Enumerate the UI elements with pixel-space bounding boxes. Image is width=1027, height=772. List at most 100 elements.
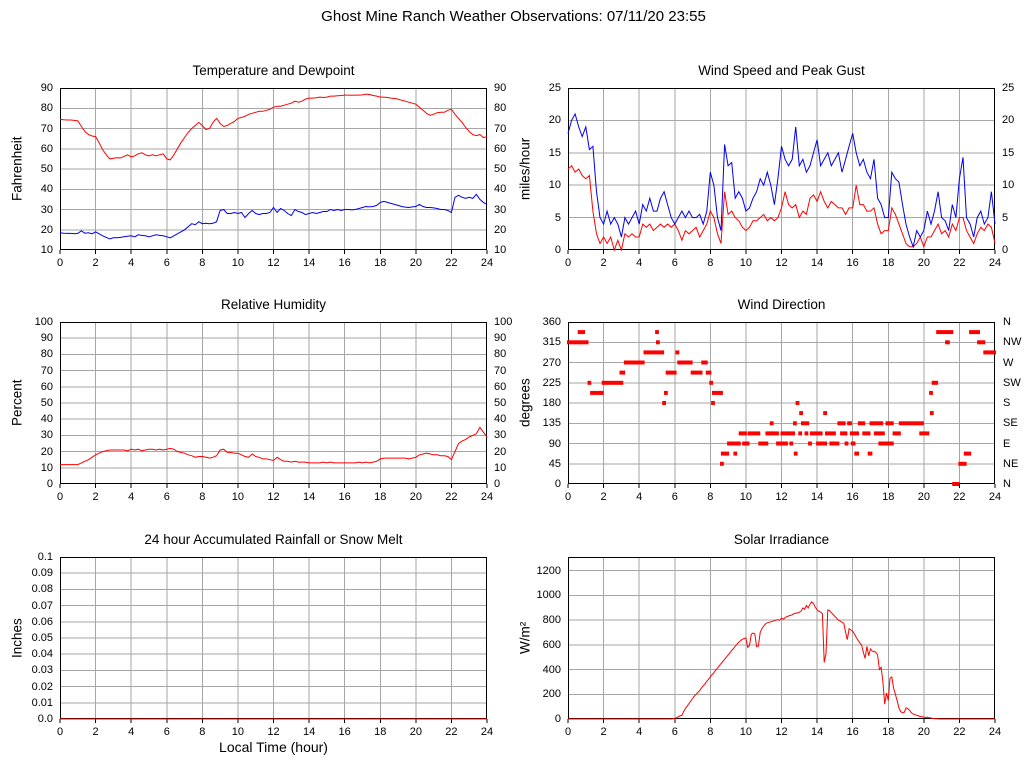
x-tick-label: 4 <box>636 491 643 503</box>
y-tick-label: 10 <box>548 179 561 192</box>
y-tick-label: 0 <box>554 478 561 490</box>
y-tick-label: 30 <box>40 203 53 216</box>
x-tick-label: 6 <box>163 257 170 269</box>
x-tick-label: 6 <box>671 491 678 503</box>
x-axis-label-local-time: Local Time (hour) <box>219 739 328 755</box>
y-tick-label-right: 20 <box>494 223 507 236</box>
x-tick-label: 20 <box>917 491 930 503</box>
x-tick-label: 16 <box>338 257 351 269</box>
y-tick-label: 400 <box>542 663 561 676</box>
x-tick-label: 20 <box>409 257 422 269</box>
y-tick-label-compass: SW <box>1003 376 1021 389</box>
y-tick-label: 800 <box>542 614 561 627</box>
y-tick-label-right: 15 <box>1002 146 1015 159</box>
x-tick-label: 8 <box>707 257 714 269</box>
x-tick-label: 22 <box>953 726 966 738</box>
y-tick-label: 0 <box>554 244 561 256</box>
y-tick-label: 90 <box>548 437 561 450</box>
chart-title-solar-irradiance: Solar Irradiance <box>733 532 830 547</box>
x-tick-label: 10 <box>739 257 753 269</box>
x-tick-label: 24 <box>988 491 1002 503</box>
y-tick-label: 0 <box>554 713 561 725</box>
y-tick-label: 10 <box>40 461 53 474</box>
x-tick-label: 24 <box>988 257 1002 269</box>
y-tick-label: 0.01 <box>31 696 53 709</box>
y-tick-label-compass: NE <box>1003 457 1019 470</box>
x-tick-label: 4 <box>636 257 643 269</box>
y-tick-label-compass: SE <box>1003 417 1018 430</box>
x-tick-label: 22 <box>953 491 966 503</box>
x-tick-label: 10 <box>231 491 245 503</box>
y-tick-label: 600 <box>542 638 561 651</box>
chart-solar-irradiance: Solar Irradiance W/m² 0 200 400 600 800 1000 1… <box>518 532 1002 738</box>
y-tick-label: 90 <box>40 332 53 345</box>
y-tick-label: 40 <box>40 413 53 426</box>
y-tick-label-right: 40 <box>494 183 507 196</box>
x-tick-label: 4 <box>128 257 135 269</box>
y-tick-label-right: 0 <box>494 478 501 490</box>
x-tick-label: 4 <box>128 491 135 503</box>
y-tick-label-right: 0 <box>1002 244 1009 256</box>
y-tick-label: 1000 <box>536 589 561 602</box>
solar-irradiance-plot <box>567 557 996 723</box>
x-tick-label: 18 <box>374 726 387 738</box>
y-tick-label: 60 <box>40 142 53 155</box>
x-tick-label: 20 <box>917 257 930 269</box>
x-tick-label: 14 <box>302 257 316 269</box>
y-tick-label: 50 <box>40 397 53 409</box>
y-tick-label: 10 <box>40 244 53 256</box>
page-title: Ghost Mine Ranch Weather Observations: 0… <box>321 8 706 25</box>
x-tick-label: 10 <box>231 257 245 269</box>
y-tick-label-right: 50 <box>494 163 507 175</box>
y-tick-label-right: 90 <box>494 82 507 94</box>
y-tick-label-right: 100 <box>494 316 513 328</box>
chart-wind-direction: Wind Direction degrees 0 N 45 NE 90 E 135 SE 180… <box>518 297 1022 503</box>
y-tick-label: 0.0 <box>37 713 53 725</box>
x-tick-label: 22 <box>445 726 458 738</box>
x-tick-label: 20 <box>917 726 930 738</box>
x-tick-label: 8 <box>199 726 206 738</box>
x-tick-label: 16 <box>338 491 351 503</box>
chart-title-relative-humidity: Relative Humidity <box>220 297 327 312</box>
y-axis-label-percent: Percent <box>9 379 25 427</box>
y-tick-label-right: 60 <box>494 142 507 155</box>
y-tick-label: 80 <box>40 102 53 115</box>
y-tick-label-right: 60 <box>494 380 507 393</box>
temperature-dewpoint-plot <box>59 88 488 254</box>
y-tick-label: 180 <box>542 397 561 409</box>
x-tick-label: 8 <box>199 257 206 269</box>
chart-title-wind-speed-gust: Wind Speed and Peak Gust <box>698 63 865 78</box>
x-tick-label: 0 <box>564 726 572 738</box>
y-tick-label-compass: NW <box>1003 336 1022 349</box>
y-tick-label-right: 50 <box>494 397 507 409</box>
x-tick-label: 6 <box>671 726 678 738</box>
y-tick-label-right: 20 <box>1002 114 1015 127</box>
y-tick-label: 135 <box>542 417 561 430</box>
y-tick-label: 20 <box>40 223 53 236</box>
relative-humidity-plot <box>59 322 488 488</box>
x-tick-label: 12 <box>267 257 280 269</box>
y-tick-label-compass: N <box>1003 478 1011 490</box>
x-tick-label: 4 <box>636 726 643 738</box>
x-tick-label: 22 <box>445 491 458 503</box>
y-tick-label: 20 <box>548 114 561 127</box>
y-tick-label: 40 <box>40 183 53 196</box>
x-tick-label: 14 <box>810 257 824 269</box>
y-tick-label: 70 <box>40 122 53 135</box>
y-tick-label-compass: S <box>1003 397 1011 409</box>
chart-relative-humidity: Relative Humidity Percent 0 0 10 10 20 20 30 30… <box>10 297 513 503</box>
y-tick-label: 0.09 <box>31 567 53 580</box>
x-tick-label: 2 <box>92 726 99 738</box>
x-tick-label: 2 <box>92 257 99 269</box>
x-tick-label: 6 <box>163 491 170 503</box>
x-tick-label: 2 <box>600 726 607 738</box>
y-tick-label: 200 <box>542 688 561 701</box>
chart-title-wind-direction: Wind Direction <box>737 297 826 312</box>
x-tick-label: 6 <box>163 726 170 738</box>
y-tick-label-compass: N <box>1003 316 1011 328</box>
x-tick-label: 0 <box>564 257 572 269</box>
x-tick-label: 18 <box>882 726 895 738</box>
x-tick-label: 18 <box>882 491 895 503</box>
x-tick-label: 4 <box>128 726 135 738</box>
